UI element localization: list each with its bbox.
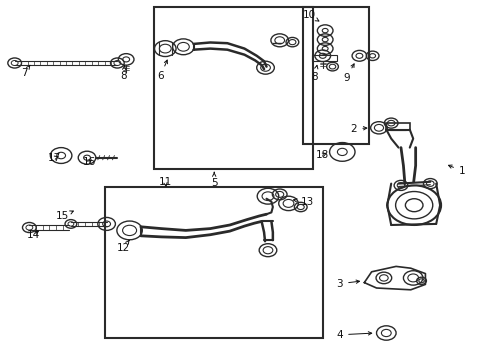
Text: 9: 9 xyxy=(342,64,353,83)
Text: 6: 6 xyxy=(157,60,167,81)
Text: 15: 15 xyxy=(56,211,73,221)
Text: 3: 3 xyxy=(336,279,359,289)
Text: 1: 1 xyxy=(447,165,465,176)
Text: 2: 2 xyxy=(350,124,366,134)
Bar xyxy=(154,7,312,169)
Text: 13: 13 xyxy=(293,197,313,207)
Text: 12: 12 xyxy=(116,240,130,253)
Bar xyxy=(386,123,409,130)
Bar xyxy=(105,187,322,338)
Bar xyxy=(303,7,368,144)
Text: 5: 5 xyxy=(210,172,217,188)
Text: 14: 14 xyxy=(26,230,40,240)
Text: 18: 18 xyxy=(315,150,329,160)
Text: 8: 8 xyxy=(120,66,126,81)
Text: 8: 8 xyxy=(310,65,317,82)
Text: 4: 4 xyxy=(336,330,371,340)
Text: 16: 16 xyxy=(82,157,96,167)
Bar xyxy=(311,55,337,61)
Text: 17: 17 xyxy=(48,153,61,163)
Text: 10: 10 xyxy=(302,10,318,21)
Text: 7: 7 xyxy=(21,65,30,78)
Text: 11: 11 xyxy=(158,177,172,187)
